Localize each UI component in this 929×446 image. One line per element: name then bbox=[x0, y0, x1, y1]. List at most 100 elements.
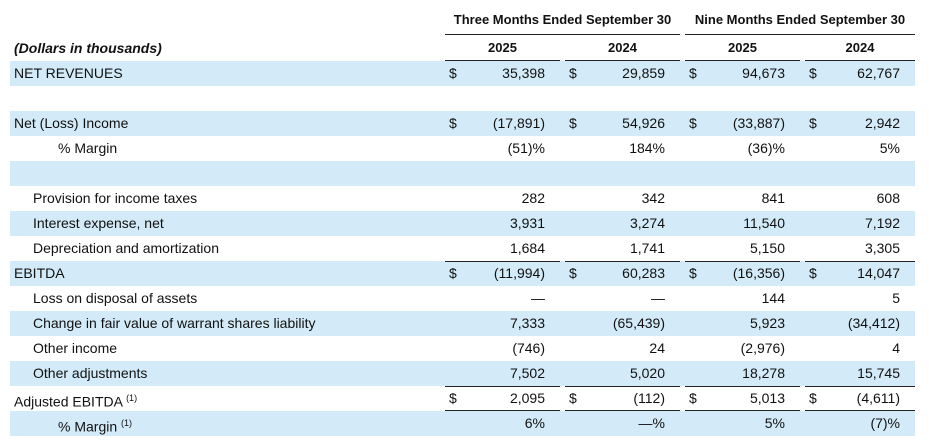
currency: $ bbox=[569, 115, 577, 131]
year-header: 2024 bbox=[608, 40, 637, 55]
row-band bbox=[10, 211, 915, 236]
row-band bbox=[10, 411, 915, 436]
row-spacer bbox=[10, 86, 915, 111]
row-label: Other adjustments bbox=[33, 365, 148, 381]
value: 18,278 bbox=[742, 365, 785, 381]
value: — bbox=[531, 290, 545, 306]
currency: $ bbox=[809, 65, 817, 81]
row-band bbox=[10, 161, 915, 186]
value: 608 bbox=[876, 190, 900, 206]
footnote: (1) bbox=[121, 418, 133, 428]
value: (65,439) bbox=[612, 315, 665, 331]
value: —% bbox=[638, 415, 665, 431]
value: (33,887) bbox=[732, 115, 785, 131]
group-header: Nine Months Ended September 30 bbox=[694, 12, 906, 27]
value: 7,333 bbox=[509, 315, 545, 331]
value: 14,047 bbox=[857, 265, 900, 281]
year-header: 2025 bbox=[488, 40, 517, 55]
value: 5% bbox=[764, 415, 785, 431]
row-label: Change in fair value of warrant shares l… bbox=[33, 315, 316, 331]
value: (11,994) bbox=[493, 265, 545, 281]
currency: $ bbox=[569, 390, 577, 406]
value: 342 bbox=[641, 190, 665, 206]
row-label: Loss on disposal of assets bbox=[33, 290, 198, 306]
value: 5,013 bbox=[749, 390, 785, 406]
rule bbox=[685, 261, 800, 262]
row-band bbox=[10, 311, 915, 336]
value: (4,611) bbox=[856, 390, 900, 406]
value: 6% bbox=[524, 415, 545, 431]
row-band bbox=[10, 61, 915, 86]
currency: $ bbox=[689, 265, 697, 281]
value: 4 bbox=[892, 340, 900, 356]
currency: $ bbox=[449, 390, 457, 406]
value: 11,540 bbox=[743, 215, 785, 231]
row-label: Other income bbox=[33, 340, 118, 356]
value: 24 bbox=[649, 340, 665, 356]
group-header: Three Months Ended September 30 bbox=[453, 12, 672, 27]
units-label: (Dollars in thousands) bbox=[14, 40, 162, 56]
value: (17,891) bbox=[492, 115, 545, 131]
year-header: 2025 bbox=[728, 40, 757, 55]
value: — bbox=[651, 290, 665, 306]
value: 54,926 bbox=[622, 115, 665, 131]
value: 3,931 bbox=[509, 215, 545, 231]
value: 5,923 bbox=[749, 315, 785, 331]
currency: $ bbox=[689, 65, 697, 81]
rule bbox=[565, 60, 680, 61]
rule bbox=[445, 34, 680, 35]
value: 62,767 bbox=[857, 65, 900, 81]
rule bbox=[685, 60, 800, 61]
row-label: Provision for income taxes bbox=[33, 190, 198, 206]
rule bbox=[805, 261, 915, 262]
value: (2,976) bbox=[740, 340, 785, 356]
currency: $ bbox=[449, 265, 457, 281]
value: 5% bbox=[879, 140, 900, 156]
row-band bbox=[10, 261, 915, 286]
row-band bbox=[10, 361, 915, 386]
value: 1,741 bbox=[629, 240, 665, 256]
value: 282 bbox=[521, 190, 545, 206]
value: 29,859 bbox=[622, 65, 665, 81]
value: 2,942 bbox=[864, 115, 900, 131]
rule bbox=[685, 386, 800, 387]
row-label: % Margin bbox=[58, 140, 118, 156]
currency: $ bbox=[449, 65, 457, 81]
value: (51)% bbox=[507, 140, 545, 156]
year-header: 2024 bbox=[845, 40, 875, 55]
value: (34,412) bbox=[847, 315, 900, 331]
value: (746) bbox=[512, 340, 545, 356]
row-label: EBITDA bbox=[14, 265, 65, 281]
value: 2,095 bbox=[509, 390, 545, 406]
value: 94,673 bbox=[742, 65, 785, 81]
currency: $ bbox=[689, 115, 697, 131]
currency: $ bbox=[569, 65, 577, 81]
row-label: NET REVENUES bbox=[14, 65, 123, 81]
value: 5,150 bbox=[749, 240, 785, 256]
value: 5,020 bbox=[629, 365, 665, 381]
value: 35,398 bbox=[502, 65, 545, 81]
rule bbox=[445, 60, 560, 61]
rule bbox=[805, 386, 915, 387]
row-label: Interest expense, net bbox=[33, 215, 164, 231]
currency: $ bbox=[809, 115, 817, 131]
footnote: (1) bbox=[126, 393, 138, 403]
value: (7)% bbox=[870, 415, 900, 431]
value: 7,502 bbox=[509, 365, 545, 381]
row-label: Net (Loss) Income bbox=[14, 115, 129, 131]
value: 841 bbox=[761, 190, 785, 206]
row-label: Adjusted EBITDA (1) bbox=[14, 393, 138, 410]
value: 3,305 bbox=[864, 240, 900, 256]
rule bbox=[565, 386, 680, 387]
row-band bbox=[10, 111, 915, 136]
value: 184% bbox=[629, 140, 665, 156]
value: 7,192 bbox=[864, 215, 900, 231]
rule bbox=[445, 261, 560, 262]
value: (36)% bbox=[747, 140, 785, 156]
rule bbox=[445, 386, 560, 387]
value: (112) bbox=[633, 390, 665, 406]
value: 5 bbox=[892, 290, 900, 306]
value: 15,745 bbox=[857, 365, 900, 381]
currency: $ bbox=[569, 265, 577, 281]
